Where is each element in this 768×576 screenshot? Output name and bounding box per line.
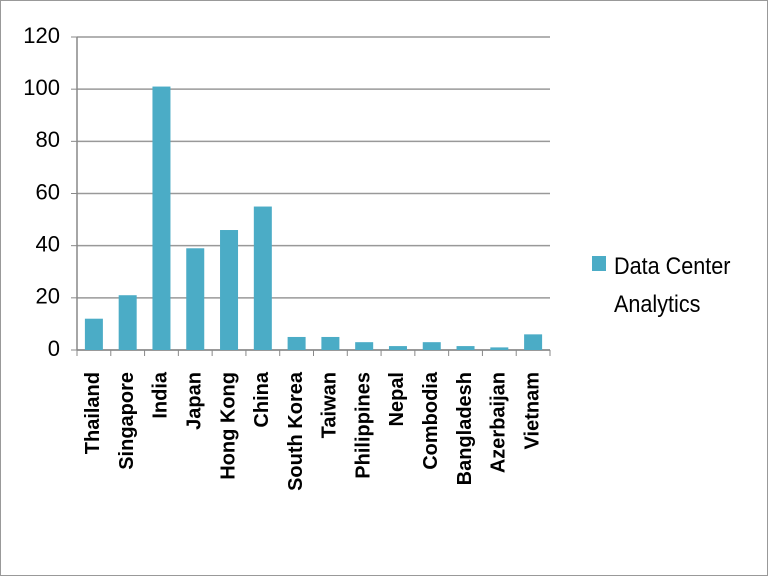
- bar: [524, 334, 543, 350]
- x-tick-label: South Korea: [285, 371, 307, 491]
- y-tick-label: 100: [23, 75, 60, 100]
- bar: [220, 230, 239, 350]
- bar: [321, 336, 340, 350]
- y-tick-label: 120: [23, 23, 60, 48]
- x-tick-label: Thailand: [82, 372, 104, 454]
- x-tick-label: Bangladesh: [454, 372, 476, 485]
- bar: [490, 347, 509, 350]
- x-tick-label: Nepal: [386, 372, 408, 426]
- x-tick-label: Azerbaijan: [488, 372, 510, 473]
- x-tick-label: China: [251, 371, 273, 427]
- x-tick-label: Philippines: [352, 372, 374, 479]
- legend-label: Data Center Analytics: [614, 253, 731, 318]
- y-tick-label: 40: [36, 231, 60, 256]
- y-tick-label: 60: [36, 179, 60, 204]
- x-tick-label: Singapore: [116, 372, 138, 470]
- bar: [118, 295, 137, 350]
- bar: [253, 206, 272, 350]
- bar: [287, 336, 306, 350]
- y-tick-label: 20: [36, 284, 60, 309]
- bar: [422, 342, 441, 350]
- x-tick-label: India: [150, 371, 172, 419]
- bar: [186, 248, 205, 350]
- x-tick-label: Combodia: [420, 371, 442, 470]
- legend: Data Center Analytics: [592, 248, 752, 324]
- x-tick-label: Japan: [184, 372, 206, 430]
- bar: [152, 86, 171, 350]
- x-tick-label: Hong Kong: [217, 372, 239, 480]
- y-tick-label: 0: [48, 336, 60, 361]
- bar: [84, 318, 103, 350]
- x-tick-label: Vietnam: [521, 372, 543, 449]
- y-tick-label: 80: [36, 127, 60, 152]
- bar: [355, 342, 374, 350]
- x-tick-label: Taiwan: [319, 372, 341, 438]
- bar: [388, 346, 407, 350]
- bar: [456, 346, 475, 350]
- legend-swatch: [592, 256, 606, 271]
